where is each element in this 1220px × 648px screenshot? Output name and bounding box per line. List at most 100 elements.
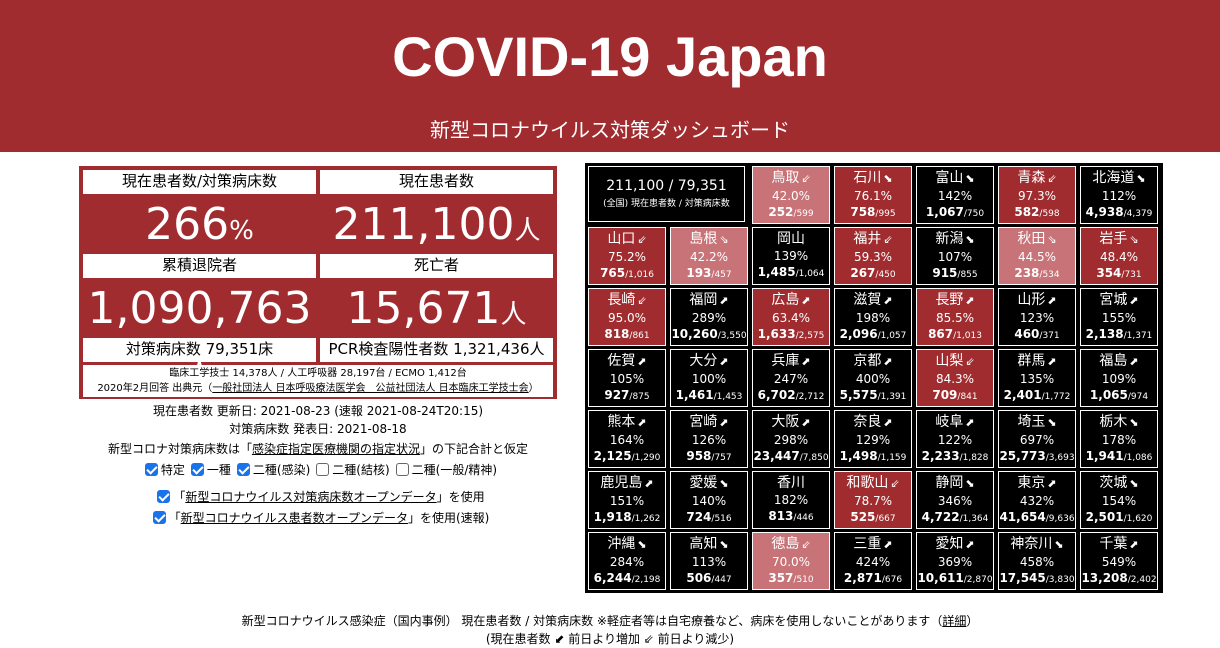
prefecture-tile[interactable]: 石川 ⬊ 76.1% 758/995 (834, 166, 912, 224)
national-total-value: 211,100 / 79,351 (606, 178, 727, 194)
trend-arrow-icon: ⬈ (1047, 355, 1057, 368)
designation-link[interactable]: 感染症指定医療機関の指定状況 (251, 442, 420, 456)
prefecture-tile[interactable]: 神奈川 ⬊ 458% 17,545/3,830 (998, 532, 1076, 590)
prefecture-tile[interactable]: 秋田 ⇘ 44.5% 238/534 (998, 227, 1076, 285)
prefecture-tile[interactable]: 京都 ⬈ 400% 5,575/1,391 (834, 349, 912, 407)
prefecture-ratio: 151% (609, 494, 645, 508)
prefecture-tile[interactable]: 茨城 ⬊ 154% 2,501/1,620 (1080, 471, 1158, 529)
prefecture-tile[interactable]: 宮城 ⬈ 155% 2,138/1,371 (1080, 288, 1158, 346)
prefecture-tile[interactable]: 滋賀 ⬈ 198% 2,096/1,057 (834, 288, 912, 346)
prefecture-tile[interactable]: 熊本 ⬈ 164% 2,125/1,290 (588, 410, 666, 468)
national-total-tile[interactable]: 211,100 / 79,351 (全国) 現在患者数 / 対策病床数 (588, 166, 745, 222)
prefecture-ratio: 97.3% (1017, 189, 1057, 203)
prefecture-tile[interactable]: 香川 182% 813/446 (752, 471, 830, 529)
beds-open-data-link[interactable]: 新型コロナウイルス対策病床数オープンデータ (185, 490, 437, 504)
prefecture-tile[interactable]: 岐阜 ⬈ 122% 2,233/1,828 (916, 410, 994, 468)
prefecture-tile[interactable]: 兵庫 ⬈ 247% 6,702/2,712 (752, 349, 830, 407)
patients-open-data-link[interactable]: 新型コロナウイルス患者数オープンデータ (180, 511, 408, 525)
prefecture-counts: 2,233/1,828 (921, 449, 989, 463)
bed-type-label: 一種 (206, 463, 231, 477)
prefecture-counts: 724/516 (686, 510, 732, 524)
prefecture-tile[interactable]: 岡山 139% 1,485/1,064 (752, 227, 830, 285)
prefecture-name: 島根 ⇘ (689, 231, 729, 247)
trend-arrow-icon: ⇘ (1047, 233, 1057, 246)
bed-type-checkbox[interactable] (236, 463, 250, 476)
prefecture-tile[interactable]: 群馬 ⬈ 135% 2,401/1,772 (998, 349, 1076, 407)
prefecture-counts: 4,722/1,364 (921, 510, 989, 524)
prefecture-tile[interactable]: 山梨 ⇙ 84.3% 709/841 (916, 349, 994, 407)
prefecture-ratio: 76.1% (853, 189, 893, 203)
prefecture-tile[interactable]: 富山 ⬊ 142% 1,067/750 (916, 166, 994, 224)
prefecture-name: 宮崎 ⬈ (689, 414, 729, 430)
prefecture-tile[interactable]: 宮崎 ⬈ 126% 958/757 (670, 410, 748, 468)
beds-publish-date: 対策病床数 発表日: 2021-08-18 (229, 422, 407, 436)
prefecture-counts: 709/841 (932, 388, 978, 402)
prefecture-tile[interactable]: 東京 ⬈ 432% 41,654/9,636 (998, 471, 1076, 529)
prefecture-ratio: 346% (937, 494, 973, 508)
bed-type-checkbox[interactable] (144, 463, 158, 476)
prefecture-tile[interactable]: 山形 ⬈ 123% 460/371 (998, 288, 1076, 346)
prefecture-tile[interactable]: 島根 ⇘ 42.2% 193/457 (670, 227, 748, 285)
prefecture-tile[interactable]: 福井 ⇙ 59.3% 267/450 (834, 227, 912, 285)
trend-arrow-icon: ⇙ (965, 355, 975, 368)
prefecture-tile[interactable]: 沖縄 ⬊ 284% 6,244/2,198 (588, 532, 666, 590)
open-data-patients-checkbox[interactable] (152, 511, 166, 524)
bed-type-checkbox[interactable] (190, 463, 204, 476)
prefecture-tile[interactable]: 静岡 ⬊ 346% 4,722/1,364 (916, 471, 994, 529)
prefecture-tile[interactable]: 福岡 ⬈ 289% 10,260/3,550 (670, 288, 748, 346)
trend-arrow-icon: ⬈ (1047, 477, 1057, 490)
prefecture-tile[interactable]: 大阪 ⬈ 298% 23,447/7,850 (752, 410, 830, 468)
prefecture-tile[interactable]: 千葉 ⬈ 549% 13,208/2,402 (1080, 532, 1158, 590)
prefecture-tile[interactable]: 山口 ⇙ 75.2% 765/1,016 (588, 227, 666, 285)
prefecture-tile[interactable]: 鹿児島 ⬈ 151% 1,918/1,262 (588, 471, 666, 529)
prefecture-ratio: 298% (773, 433, 809, 447)
prefecture-name: 群馬 ⬈ (1017, 353, 1057, 369)
prefecture-tile[interactable]: 福島 ⬈ 109% 1,065/974 (1080, 349, 1158, 407)
source-link[interactable]: 一般社団法人 日本呼吸療法医学会 公益社団法人 日本臨床工学技士会 (212, 383, 529, 394)
prefecture-counts: 1,067/750 (925, 205, 985, 219)
prefecture-tile[interactable]: 和歌山 ⇙ 78.7% 525/667 (834, 471, 912, 529)
trend-arrow-icon: ⬈ (965, 416, 975, 429)
discharged-label: 累積退院者 (83, 254, 316, 278)
prefecture-tile[interactable]: 栃木 ⬊ 178% 1,941/1,086 (1080, 410, 1158, 468)
prefecture-tile[interactable]: 奈良 ⬈ 129% 1,498/1,159 (834, 410, 912, 468)
prefecture-name: 高知 ⬊ (689, 536, 729, 552)
prefecture-counts: 2,501/1,620 (1085, 510, 1153, 524)
prefecture-name: 秋田 ⇘ (1017, 231, 1057, 247)
trend-arrow-icon: ⬊ (1047, 416, 1057, 429)
prefecture-tile[interactable]: 広島 ⬈ 63.4% 1,633/2,575 (752, 288, 830, 346)
deaths-label: 死亡者 (320, 254, 553, 278)
prefecture-counts: 460/371 (1014, 327, 1060, 341)
prefecture-counts: 25,773/3,693 (999, 449, 1075, 463)
prefecture-tile[interactable]: 高知 ⬊ 113% 506/447 (670, 532, 748, 590)
prefecture-tile[interactable]: 埼玉 ⬊ 697% 25,773/3,693 (998, 410, 1076, 468)
prefecture-tile[interactable]: 新潟 ⬊ 107% 915/855 (916, 227, 994, 285)
prefecture-ratio: 59.3% (853, 250, 893, 264)
prefecture-counts: 2,125/1,290 (593, 449, 661, 463)
prefecture-ratio: 85.5% (935, 311, 975, 325)
prefecture-tile[interactable]: 愛媛 ⬊ 140% 724/516 (670, 471, 748, 529)
prefecture-tile[interactable]: 長野 ⬈ 85.5% 867/1,013 (916, 288, 994, 346)
footer-line1: 新型コロナウイルス感染症（国内事例） 現在患者数 / 対策病床数 ※軽症者等は自… (241, 614, 979, 628)
prefecture-ratio: 95.0% (607, 311, 647, 325)
prefecture-tile[interactable]: 佐賀 ⬈ 105% 927/875 (588, 349, 666, 407)
prefecture-tile[interactable]: 青森 ⇙ 97.3% 582/598 (998, 166, 1076, 224)
prefecture-tile[interactable]: 三重 ⬈ 424% 2,871/676 (834, 532, 912, 590)
prefecture-ratio: 458% (1019, 555, 1055, 569)
prefecture-tile[interactable]: 鳥取 ⇙ 42.0% 252/599 (752, 166, 830, 224)
open-data-beds-checkbox[interactable] (157, 490, 171, 503)
prefecture-tile[interactable]: 長崎 ⇙ 95.0% 818/861 (588, 288, 666, 346)
prefecture-ratio: 70.0% (771, 555, 811, 569)
bed-type-checkbox[interactable] (316, 463, 330, 476)
prefecture-tile[interactable]: 岩手 ⇘ 48.4% 354/731 (1080, 227, 1158, 285)
prefecture-tile[interactable]: 大分 ⬈ 100% 1,461/1,453 (670, 349, 748, 407)
prefecture-counts: 10,611/2,870 (917, 571, 993, 585)
prefecture-tile[interactable]: 愛知 ⬈ 369% 10,611/2,870 (916, 532, 994, 590)
prefecture-ratio: 284% (609, 555, 645, 569)
prefecture-ratio: 126% (691, 433, 727, 447)
details-link[interactable]: 詳細 (942, 614, 967, 628)
prefecture-counts: 6,244/2,198 (593, 571, 661, 585)
prefecture-tile[interactable]: 北海道 ⬊ 112% 4,938/4,379 (1080, 166, 1158, 224)
bed-type-checkbox[interactable] (395, 463, 409, 476)
prefecture-tile[interactable]: 徳島 ⇙ 70.0% 357/510 (752, 532, 830, 590)
